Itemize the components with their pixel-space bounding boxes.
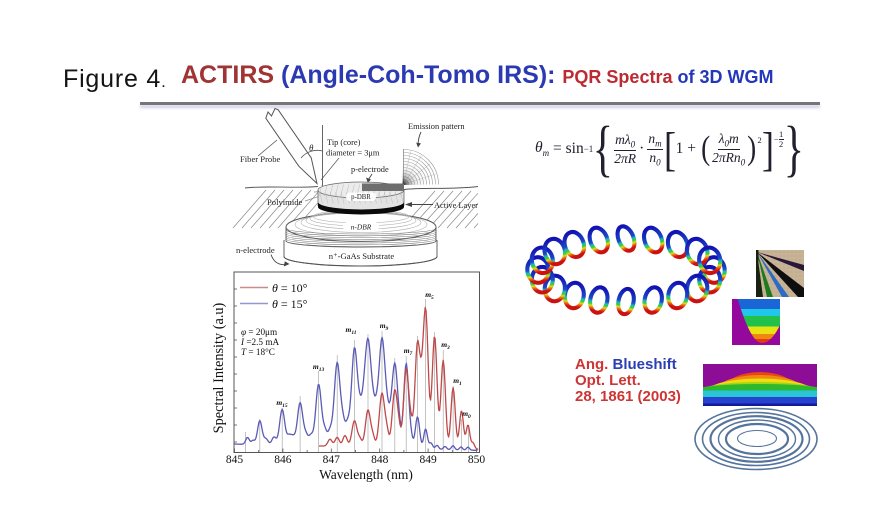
svg-text:Wavelength (nm): Wavelength (nm) (319, 467, 413, 482)
svg-text:m0: m0 (462, 409, 471, 420)
svg-text:m15: m15 (276, 398, 288, 409)
svg-text:n-electrode: n-electrode (236, 245, 275, 255)
svg-text:m3: m3 (441, 340, 450, 351)
svg-text:m11: m11 (345, 325, 356, 336)
svg-text:p-electrode: p-electrode (351, 165, 389, 174)
svg-text:Polyimide: Polyimide (267, 197, 303, 207)
svg-text:diameter = 3μm: diameter = 3μm (326, 149, 380, 158)
svg-text:m13: m13 (313, 362, 325, 373)
svg-text:θ = 15°: θ = 15° (272, 297, 308, 311)
svg-text:Active Layer: Active Layer (434, 201, 478, 210)
svg-text:Tip (core): Tip (core) (327, 138, 361, 147)
svg-text:m1: m1 (453, 376, 462, 387)
svg-text:θ = 10°: θ = 10° (272, 281, 308, 295)
svg-text:n⁺-GaAs Substrate: n⁺-GaAs Substrate (329, 251, 395, 261)
svg-text:850: 850 (468, 454, 486, 466)
svg-text:m5: m5 (425, 290, 434, 301)
svg-text:848: 848 (371, 454, 389, 466)
svg-text:I =2.5 mA: I =2.5 mA (240, 337, 279, 347)
svg-text:846: 846 (274, 454, 292, 466)
svg-text:T = 18°C: T = 18°C (241, 347, 275, 357)
svg-text:m7: m7 (404, 346, 413, 357)
svg-text:849: 849 (419, 454, 437, 466)
svg-text:p-DBR: p-DBR (351, 194, 371, 201)
svg-text:Spectral Intensity (a.u): Spectral Intensity (a.u) (212, 302, 227, 433)
svg-text:Emission pattern: Emission pattern (408, 122, 465, 131)
svg-text:n-DBR: n-DBR (351, 223, 372, 232)
svg-text:φ = 20μm: φ = 20μm (241, 327, 277, 337)
svg-text:847: 847 (323, 454, 341, 466)
svg-text:θ: θ (309, 143, 314, 153)
svg-text:m9: m9 (380, 321, 389, 332)
svg-text:Fiber Probe: Fiber Probe (240, 154, 281, 164)
svg-text:845: 845 (226, 454, 244, 466)
